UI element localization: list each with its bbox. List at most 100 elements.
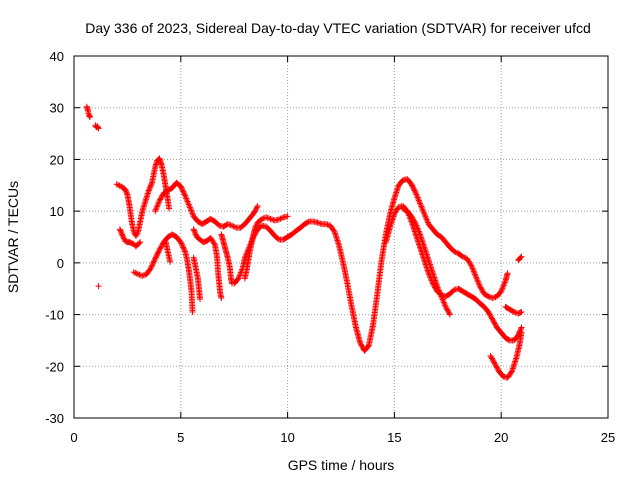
data-point-fill — [412, 219, 419, 226]
data-point-fill — [440, 299, 447, 306]
data-point-fill — [508, 307, 515, 314]
data-point-fill — [230, 223, 237, 230]
data-point-fill — [359, 343, 366, 350]
data-point-fill — [409, 183, 416, 190]
data-point-fill — [386, 225, 393, 232]
data-point — [152, 208, 159, 215]
data-point-fill — [415, 228, 422, 235]
data-point-fill — [211, 240, 218, 247]
data-point-fill — [190, 211, 197, 218]
y-tick-label: -30 — [45, 411, 64, 426]
y-axis-label: SDTVAR / TECUs — [5, 181, 21, 293]
data-point-fill — [155, 248, 162, 255]
x-tick-label: 20 — [494, 430, 508, 445]
data-point-fill — [286, 232, 293, 239]
data-point — [254, 202, 261, 209]
data-point-fill — [356, 338, 363, 345]
data-point-fill — [418, 204, 425, 211]
data-point-fill — [473, 274, 480, 281]
data-point-fill — [439, 294, 446, 301]
data-point-fill — [175, 181, 182, 188]
data-point-fill — [364, 343, 371, 350]
data-point-fill — [497, 289, 504, 296]
y-tick-label: -20 — [45, 359, 64, 374]
data-point-fill — [423, 215, 430, 222]
data-point — [130, 269, 137, 276]
data-point-fill — [469, 265, 476, 272]
data-point-fill — [446, 310, 453, 317]
data-point-fill — [158, 160, 165, 167]
data-point-fill — [466, 259, 473, 266]
data-point-fill — [420, 242, 427, 249]
data-point-fill — [500, 283, 507, 290]
data-point-fill — [406, 211, 413, 218]
data-point-fill — [422, 213, 429, 220]
data-point-fill — [181, 191, 188, 198]
data-point — [116, 226, 123, 233]
data-point-fill — [115, 181, 122, 188]
data-point-fill — [164, 248, 171, 255]
data-point — [87, 114, 94, 121]
data-point-fill — [119, 232, 126, 239]
data-point — [135, 271, 142, 278]
data-point-fill — [488, 315, 495, 322]
data-point-fill — [352, 323, 359, 330]
data-point-fill — [260, 215, 267, 222]
data-point-fill — [188, 207, 195, 214]
data-point-fill — [475, 278, 482, 285]
data-point-fill — [473, 275, 480, 282]
data-point-fill — [364, 344, 371, 351]
data-point-fill — [159, 192, 166, 199]
data-point-fill — [507, 370, 514, 377]
data-point-fill — [188, 208, 195, 215]
data-point-fill — [441, 300, 448, 307]
data-point-fill — [120, 184, 127, 191]
data-point-fill — [291, 229, 298, 236]
data-point-fill — [461, 289, 468, 296]
data-point-fill — [437, 290, 444, 297]
data-point-fill — [85, 110, 92, 117]
data-point-fill — [128, 216, 135, 223]
data-point-fill — [251, 209, 258, 216]
data-point-fill — [180, 189, 187, 196]
data-point-fill — [449, 288, 456, 295]
data-point — [229, 222, 236, 229]
data-point — [412, 190, 419, 197]
data-point — [152, 255, 159, 262]
data-point-fill — [486, 293, 493, 300]
data-point-fill — [393, 206, 400, 213]
data-point-fill — [516, 255, 523, 262]
data-point — [491, 360, 498, 367]
data-point-fill — [146, 267, 153, 274]
data-point — [120, 234, 127, 240]
data-point-fill — [270, 230, 277, 237]
data-point-fill — [409, 215, 416, 222]
data-point-fill — [303, 219, 310, 226]
data-point-fill — [179, 185, 186, 192]
data-point-fill — [457, 252, 464, 259]
data-point — [182, 192, 189, 199]
data-point-fill — [250, 232, 257, 239]
data-point-fill — [421, 212, 428, 219]
data-point-fill — [181, 247, 188, 254]
data-point-fill — [165, 204, 172, 211]
data-point-fill — [493, 363, 500, 370]
data-point-fill — [517, 327, 524, 334]
x-tick-label: 15 — [387, 430, 401, 445]
data-point-fill — [182, 194, 189, 201]
data-point-fill — [132, 269, 139, 276]
data-point-fill — [411, 218, 418, 225]
data-point-fill — [445, 242, 452, 249]
data-point-fill — [123, 189, 130, 196]
data-point-fill — [119, 231, 126, 238]
axis-ticks: 0 5 10 15 20 25 -30 -20 -10 0 10 20 30 40 — [45, 49, 615, 445]
y-tick-label: 40 — [50, 49, 64, 64]
data-point-fill — [491, 294, 498, 301]
data-point-fill — [153, 203, 160, 210]
data-point-fill — [500, 332, 507, 339]
data-point-fill — [227, 222, 234, 229]
data-point-fill — [157, 195, 164, 202]
data-point-fill — [194, 234, 201, 241]
y-tick-label: 30 — [50, 101, 64, 116]
data-point-fill — [516, 256, 522, 263]
